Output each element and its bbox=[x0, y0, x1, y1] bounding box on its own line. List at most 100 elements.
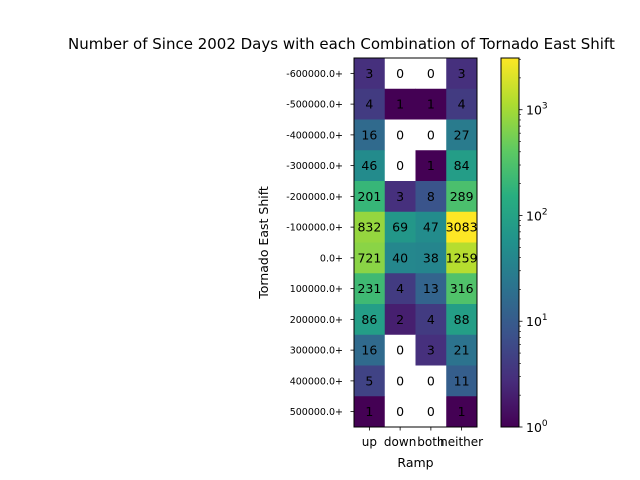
cell-value-label: 13 bbox=[423, 281, 439, 296]
y-axis-label: Tornado East Shift bbox=[256, 186, 271, 300]
cell-value-label: 231 bbox=[357, 281, 381, 296]
cell-value-label: 1 bbox=[427, 158, 435, 173]
heatmap-cell bbox=[354, 242, 386, 274]
heatmap-cell bbox=[415, 119, 447, 151]
cell-value-label: 3 bbox=[365, 66, 373, 81]
cell-value-label: 3 bbox=[396, 189, 404, 204]
colorbar-tick-label: 102 bbox=[526, 207, 548, 223]
heatmap-cell bbox=[446, 119, 478, 151]
heatmap-cells bbox=[354, 58, 478, 428]
cell-value-label: 0 bbox=[427, 404, 435, 419]
heatmap-cell bbox=[446, 181, 478, 213]
cell-value-label: 47 bbox=[423, 220, 439, 235]
cell-value-label: 4 bbox=[396, 281, 404, 296]
heatmap-cell bbox=[446, 88, 478, 120]
x-tick-label: up bbox=[362, 435, 377, 449]
x-tick-label: neither bbox=[440, 435, 483, 449]
heatmap-cell bbox=[384, 58, 416, 90]
y-tick-label: 0.0+ bbox=[320, 253, 343, 264]
heatmap-cell bbox=[415, 396, 447, 428]
cell-value-label: 38 bbox=[423, 250, 439, 265]
cell-value-label: 69 bbox=[392, 220, 408, 235]
cell-value-label: 0 bbox=[427, 66, 435, 81]
cell-value-label: 832 bbox=[357, 220, 381, 235]
heatmap-cell bbox=[415, 304, 447, 336]
y-tick-label: 400000.0+ bbox=[290, 376, 343, 387]
cell-value-label: 1 bbox=[365, 404, 373, 419]
heatmap-cell bbox=[415, 334, 447, 366]
heatmap-cell bbox=[384, 242, 416, 274]
cell-value-label: 289 bbox=[450, 189, 474, 204]
cell-value-label: 4 bbox=[458, 97, 466, 112]
cell-value-label: 0 bbox=[396, 404, 404, 419]
heatmap-cell bbox=[384, 273, 416, 305]
cell-value-label: 5 bbox=[365, 373, 373, 388]
heatmap-cell bbox=[415, 88, 447, 120]
heatmap-cell bbox=[446, 211, 478, 243]
cell-value-label: 16 bbox=[361, 343, 377, 358]
plot-frame bbox=[353, 57, 478, 428]
cell-value-label: 2 bbox=[396, 312, 404, 327]
cell-value-label: 1 bbox=[427, 97, 435, 112]
cell-value-label: 21 bbox=[454, 343, 470, 358]
heatmap-cell bbox=[354, 58, 386, 90]
heatmap-cell bbox=[446, 58, 478, 90]
y-tick-label: -500000.0+ bbox=[286, 100, 343, 111]
colorbar-tick-label: 103 bbox=[526, 102, 548, 118]
cell-value-label: 316 bbox=[450, 281, 474, 296]
y-axis-ticks: -600000.0+ -500000.0+ -400000.0+ -300000.0+… bbox=[286, 69, 354, 418]
cell-value-label: 1 bbox=[396, 97, 404, 112]
cell-value-label: 84 bbox=[454, 158, 470, 173]
y-tick-label: 500000.0+ bbox=[290, 407, 343, 418]
x-axis-label: Ramp bbox=[397, 455, 433, 470]
heatmap-cell bbox=[384, 181, 416, 213]
heatmap-cell bbox=[415, 365, 447, 397]
cell-value-label: 16 bbox=[361, 127, 377, 142]
cell-value-label: 0 bbox=[396, 66, 404, 81]
cell-value-label: 0 bbox=[427, 373, 435, 388]
cell-value-label: 1259 bbox=[446, 250, 478, 265]
y-tick-label: -300000.0+ bbox=[286, 161, 343, 172]
cell-value-label: 201 bbox=[357, 189, 381, 204]
heatmap-cell bbox=[384, 88, 416, 120]
y-tick-label: 200000.0+ bbox=[290, 315, 343, 326]
heatmap-cell bbox=[415, 58, 447, 90]
y-tick-label: 300000.0+ bbox=[290, 346, 343, 357]
heatmap-cell bbox=[384, 211, 416, 243]
heatmap-cell bbox=[354, 273, 386, 305]
colorbar-tick-label: 101 bbox=[526, 313, 548, 329]
heatmap-cell bbox=[354, 365, 386, 397]
cell-value-label: 0 bbox=[396, 158, 404, 173]
cell-value-label: 0 bbox=[396, 373, 404, 388]
heatmap-cell bbox=[415, 211, 447, 243]
cell-value-label: 86 bbox=[361, 312, 377, 327]
heatmap-cell bbox=[354, 396, 386, 428]
heatmap-cell bbox=[415, 273, 447, 305]
cell-value-label: 1 bbox=[458, 404, 466, 419]
heatmap-cell bbox=[446, 150, 478, 182]
cell-value-label: 11 bbox=[454, 373, 470, 388]
cell-value-label: 3 bbox=[458, 66, 466, 81]
heatmap-cell bbox=[446, 242, 478, 274]
heatmap-cell bbox=[384, 396, 416, 428]
y-tick-label: -100000.0+ bbox=[286, 223, 343, 234]
heatmap-cell bbox=[415, 181, 447, 213]
cell-value-label: 3 bbox=[427, 343, 435, 358]
cell-value-label: 88 bbox=[454, 312, 470, 327]
chart-title: Number of Since 2002 Days with each Comb… bbox=[68, 35, 615, 53]
colorbar-ticks: 100 101 102 103 bbox=[519, 58, 548, 435]
heatmap-cell bbox=[384, 150, 416, 182]
x-tick-label: down bbox=[384, 435, 416, 449]
heatmap-cell bbox=[384, 304, 416, 336]
heatmap-cell bbox=[446, 396, 478, 428]
cell-value-label: 4 bbox=[427, 312, 435, 327]
heatmap-cell bbox=[415, 150, 447, 182]
y-tick-label: -600000.0+ bbox=[286, 69, 343, 80]
heatmap-cell bbox=[354, 181, 386, 213]
cell-value-label: 40 bbox=[392, 250, 408, 265]
heatmap-cell bbox=[446, 334, 478, 366]
y-tick-label: -400000.0+ bbox=[286, 130, 343, 141]
